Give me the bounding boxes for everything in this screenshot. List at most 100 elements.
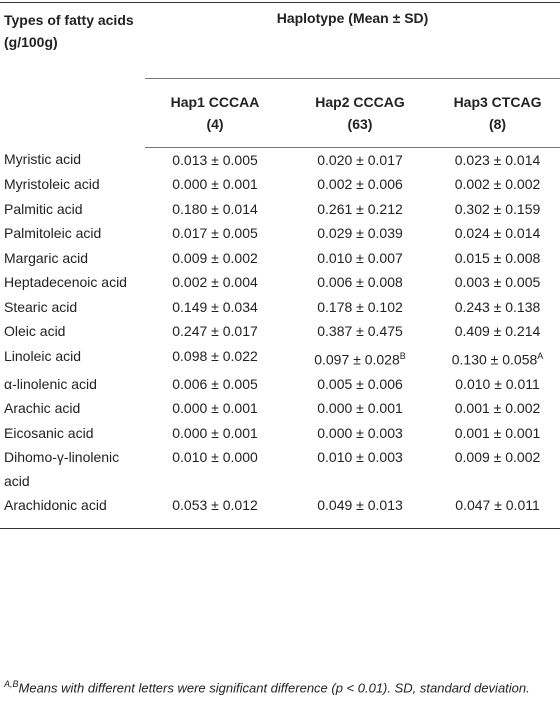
- data-row: Arachidonic acid 0.053 ± 0.012 0.049 ± 0.0…: [0, 493, 560, 529]
- corner-header: Types of fatty acids (g/100g): [0, 2, 145, 148]
- cell-value: 0.003 ± 0.005: [454, 274, 541, 290]
- cell: 0.002 ± 0.002: [435, 173, 560, 198]
- cell-value: 0.002 ± 0.004: [172, 274, 258, 290]
- cell-value: 0.130 ± 0.058: [451, 351, 538, 368]
- cell-value: 0.247 ± 0.017: [172, 323, 258, 339]
- cell: 0.020 ± 0.017: [285, 148, 435, 173]
- cell-value: 0.243 ± 0.138: [454, 298, 541, 315]
- cell-value: 0.000 ± 0.003: [317, 424, 403, 441]
- cell: 0.002 ± 0.004: [145, 271, 285, 296]
- cell: 0.053 ± 0.012: [145, 493, 285, 529]
- column-count: (8): [488, 116, 507, 132]
- row-label: Palmitic acid: [4, 200, 83, 217]
- cell: 0.024 ± 0.014: [435, 222, 560, 247]
- data-row: Oleic acid 0.247 ± 0.017 0.387 ± 0.475 0.40…: [0, 320, 560, 345]
- cell: 0.047 ± 0.011: [435, 493, 560, 529]
- cell: 0.010 ± 0.000: [145, 446, 285, 494]
- row-label: Linoleic acid: [4, 347, 82, 364]
- cell-value: 0.005 ± 0.006: [317, 375, 403, 392]
- row-label: Palmitoleic acid: [4, 225, 102, 241]
- cell: 0.023 ± 0.014: [435, 148, 560, 173]
- cell-value: 0.010 ± 0.007: [317, 249, 403, 266]
- cell: 0.000 ± 0.001: [145, 173, 285, 198]
- data-row: Dihomo-γ-linolenic acid 0.010 ± 0.000 0.01…: [0, 446, 560, 494]
- column-count: (63): [347, 116, 373, 132]
- cell: 0.178 ± 0.102: [285, 295, 435, 320]
- cell-value: 0.053 ± 0.012: [172, 497, 258, 514]
- cell: 0.001 ± 0.001: [435, 421, 560, 446]
- cell-value: 0.001 ± 0.002: [454, 400, 541, 417]
- cell: 0.009 ± 0.002: [145, 246, 285, 271]
- cell: 0.003 ± 0.005: [435, 271, 560, 296]
- cell: 0.017 ± 0.005: [145, 222, 285, 247]
- cell: 0.247 ± 0.017: [145, 320, 285, 345]
- cell: 0.010 ± 0.007: [285, 246, 435, 271]
- cell-value: 0.002 ± 0.006: [317, 176, 403, 192]
- cell-value: 0.010 ± 0.000: [172, 449, 258, 466]
- cell-value: 0.002 ± 0.002: [454, 176, 541, 192]
- cell: 0.006 ± 0.008: [285, 271, 435, 296]
- header-row: Types of fatty acids (g/100g) Haplotype (…: [0, 2, 560, 148]
- row-label: Margaric acid: [4, 249, 89, 266]
- data-row: α-linolenic acid 0.006 ± 0.005 0.005 ± 0.0…: [0, 372, 560, 397]
- data-row: Palmitoleic acid 0.017 ± 0.005 0.029 ± 0.0…: [0, 222, 560, 247]
- cell-value: 0.024 ± 0.014: [454, 225, 541, 241]
- cell-value: 0.409 ± 0.214: [454, 323, 541, 339]
- cell-value: 0.006 ± 0.005: [172, 375, 258, 392]
- cell: 0.000 ± 0.001: [145, 397, 285, 422]
- cell: 0.049 ± 0.013: [285, 493, 435, 529]
- row-label: Myristic acid: [4, 151, 82, 167]
- group-header: Haplotype (Mean ± SD): [145, 2, 560, 79]
- cell-value: 0.000 ± 0.001: [317, 400, 403, 417]
- cell-value: 0.261 ± 0.212: [317, 200, 403, 217]
- cell-value: 0.047 ± 0.011: [455, 497, 540, 514]
- column-name: Hap3 CTCAG: [453, 94, 542, 110]
- data-row: Stearic acid 0.149 ± 0.034 0.178 ± 0.102 0.…: [0, 295, 560, 320]
- row-label: Arachic acid: [4, 400, 81, 417]
- data-row: Palmitic acid 0.180 ± 0.014 0.261 ± 0.212 0…: [0, 197, 560, 222]
- row-label: Oleic acid: [4, 323, 66, 339]
- row-label: Eicosanic acid: [4, 424, 94, 441]
- cell-value: 0.029 ± 0.039: [317, 225, 403, 241]
- row-label: Myristoleic acid: [4, 176, 100, 192]
- cell-value: 0.000 ± 0.001: [172, 424, 258, 441]
- cell: 0.097 ± 0.028B: [285, 344, 435, 372]
- data-row: Eicosanic acid 0.000 ± 0.001 0.000 ± 0.003…: [0, 421, 560, 446]
- cell: 0.029 ± 0.039: [285, 222, 435, 247]
- cell-value: 0.302 ± 0.159: [454, 200, 541, 217]
- row-label: Dihomo-γ-linolenic acid: [4, 449, 120, 489]
- column-count: (4): [206, 116, 224, 132]
- cell: 0.243 ± 0.138: [435, 295, 560, 320]
- cell-value: 0.098 ± 0.022: [172, 347, 258, 364]
- cell: 0.409 ± 0.214: [435, 320, 560, 345]
- cell-value: 0.023 ± 0.014: [454, 151, 541, 168]
- cell: 0.000 ± 0.001: [285, 397, 435, 422]
- cell: 0.006 ± 0.005: [145, 372, 285, 397]
- column-name: Hap1 CCCAA: [170, 94, 260, 110]
- cell-value: 0.006 ± 0.008: [317, 274, 403, 290]
- cell: 0.130 ± 0.058A: [435, 344, 560, 372]
- header-row: Hap1 CCCAA (4) Hap2 CCCAG (63) Hap3 CTCAG (8): [0, 78, 560, 148]
- column-name: Hap2 CCCAG: [315, 94, 405, 110]
- data-row: Linoleic acid 0.098 ± 0.022 0.097 ± 0.028B…: [0, 344, 560, 372]
- cell-value: 0.015 ± 0.008: [454, 249, 541, 266]
- column-header: Hap2 CCCAG (63): [285, 78, 435, 148]
- cell-value: 0.178 ± 0.102: [317, 298, 403, 315]
- data-row: Myristic acid 0.013 ± 0.005 0.020 ± 0.017 0…: [0, 148, 560, 173]
- cell-value: 0.000 ± 0.001: [172, 400, 258, 417]
- cell-value: 0.009 ± 0.002: [454, 449, 541, 466]
- data-row: Myristoleic acid 0.000 ± 0.001 0.002 ± 0.0…: [0, 173, 560, 198]
- footnote: A,BMeans with different letters were sig…: [4, 674, 556, 698]
- column-header: Hap1 CCCAA (4): [145, 78, 285, 148]
- table: Types of fatty acids (g/100g) Haplotype (…: [0, 2, 560, 529]
- cell-superscript: B: [399, 350, 406, 361]
- cell-value: 0.149 ± 0.034: [172, 298, 258, 315]
- cell: 0.000 ± 0.001: [145, 421, 285, 446]
- cell: 0.149 ± 0.034: [145, 295, 285, 320]
- cell-value: 0.020 ± 0.017: [317, 151, 403, 168]
- cell: 0.002 ± 0.006: [285, 173, 435, 198]
- cell: 0.001 ± 0.002: [435, 397, 560, 422]
- cell: 0.010 ± 0.003: [285, 446, 435, 494]
- cell-value: 0.049 ± 0.013: [317, 497, 403, 514]
- cell-value: 0.017 ± 0.005: [172, 225, 258, 241]
